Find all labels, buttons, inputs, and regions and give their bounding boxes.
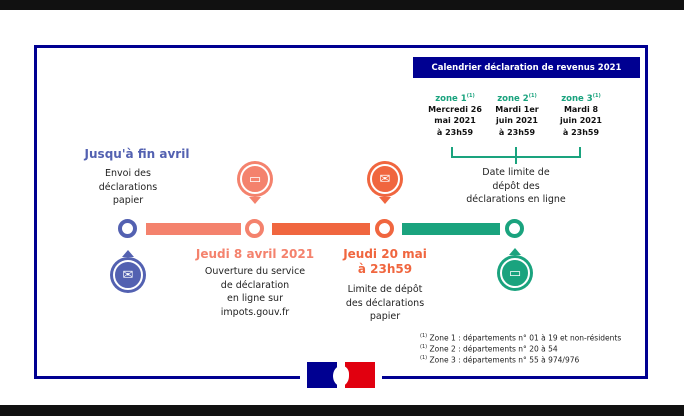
- bottom-black-bar: [0, 405, 684, 416]
- zone-date-line: Mardi 1er: [495, 104, 539, 114]
- text-line: des déclarations: [345, 297, 425, 309]
- envelope-document-icon: ✉: [110, 250, 146, 293]
- computer-phone-icon: ▭: [237, 161, 273, 204]
- online-deadline-text: Date limite de dépôt des déclarations en l…: [466, 166, 566, 207]
- text-line: impots.gouv.fr: [220, 306, 290, 318]
- footnote-text: Zone 3 : départements n° 55 à 974/976: [429, 355, 580, 365]
- zone-date-line: à 23h59: [562, 127, 600, 137]
- text-line: Envoi des: [105, 168, 151, 179]
- step-2-text: Ouverture du service de déclaration en lig…: [205, 265, 305, 319]
- text-line: papier: [369, 311, 401, 322]
- zone-date-line: à 23h59: [436, 127, 474, 137]
- logo-profile: [333, 366, 349, 386]
- timeline-node-4: [505, 219, 524, 238]
- zone-label: zone 2: [497, 93, 529, 104]
- timeline-segment-2: [272, 223, 370, 235]
- timeline-node-3: [375, 219, 394, 238]
- text-line: déclarations en ligne: [466, 194, 566, 205]
- footnote-3: (1) Zone 3 : départements n° 55 à 974/97…: [420, 355, 579, 365]
- zone-date-line: Mercredi 26: [428, 104, 482, 114]
- zone-1: zone 1(1) Mercredi 26 mai 2021 à 23h59: [428, 93, 482, 138]
- step-3-text: Limite de dépôt des déclarations papier: [346, 283, 424, 324]
- timeline-node-1: [118, 219, 137, 238]
- step-1-text: Envoi des déclarations papier: [99, 167, 157, 208]
- envelope-check-icon: ✉: [367, 161, 403, 204]
- text-line: de déclaration: [220, 279, 290, 291]
- footnote-mark: (1): [420, 355, 428, 361]
- zone-note: (1): [528, 93, 537, 99]
- zone-note: (1): [592, 93, 601, 99]
- text-line: Limite de dépôt: [347, 284, 423, 295]
- timeline-node-2: [245, 219, 264, 238]
- top-black-bar: [0, 0, 684, 10]
- online-declaration-icon: ▭: [497, 248, 533, 291]
- step-2-title: Jeudi 8 avril 2021: [195, 247, 315, 261]
- zone-note: (1): [466, 93, 475, 99]
- text-line: déclarations: [98, 181, 158, 193]
- logo-blue-part: [307, 362, 337, 388]
- marianne-logo: [300, 362, 382, 390]
- footnote-text: Zone 1 : départements n° 01 à 19 et non-…: [429, 333, 622, 343]
- zone-date-line: Mardi 8: [563, 104, 599, 114]
- zone-3: zone 3(1) Mardi 8 juin 2021 à 23h59: [560, 93, 602, 138]
- logo-red-part: [345, 362, 375, 388]
- text-line: Jeudi 20 mai: [343, 247, 427, 261]
- zone-2: zone 2(1) Mardi 1er juin 2021 à 23h59: [495, 93, 539, 138]
- text-line: à 23h59: [357, 262, 413, 276]
- footnote-1: (1) Zone 1 : départements n° 01 à 19 et …: [420, 333, 621, 343]
- zone-date-line: juin 2021: [496, 116, 538, 126]
- step-3-title: Jeudi 20 mai à 23h59: [343, 247, 427, 277]
- text-line: en ligne sur: [227, 293, 283, 304]
- header-title: Calendrier déclaration de revenus 2021: [413, 57, 640, 78]
- infographic-frame: [34, 45, 648, 379]
- footnote-text: Zone 2 : départements n° 20 à 54: [429, 344, 558, 354]
- step-1-title: Jusqu'à fin avril: [84, 147, 190, 161]
- zone-label: zone 1: [435, 93, 467, 104]
- zone-date-line: à 23h59: [498, 127, 536, 137]
- timeline-segment-1: [146, 223, 241, 235]
- zone-label: zone 3: [561, 93, 593, 104]
- text-line: papier: [112, 195, 144, 206]
- text-line: dépôt des: [492, 180, 540, 192]
- footnote-2: (1) Zone 2 : départements n° 20 à 54: [420, 344, 558, 354]
- footnote-mark: (1): [420, 344, 428, 350]
- zone-date-line: juin 2021: [560, 116, 602, 126]
- text-line: Ouverture du service: [204, 266, 306, 277]
- zone-bracket: [451, 147, 581, 164]
- text-line: Date limite de: [482, 167, 550, 178]
- footnote-mark: (1): [420, 333, 428, 339]
- timeline-segment-3: [402, 223, 500, 235]
- zone-date-line: mai 2021: [434, 116, 476, 126]
